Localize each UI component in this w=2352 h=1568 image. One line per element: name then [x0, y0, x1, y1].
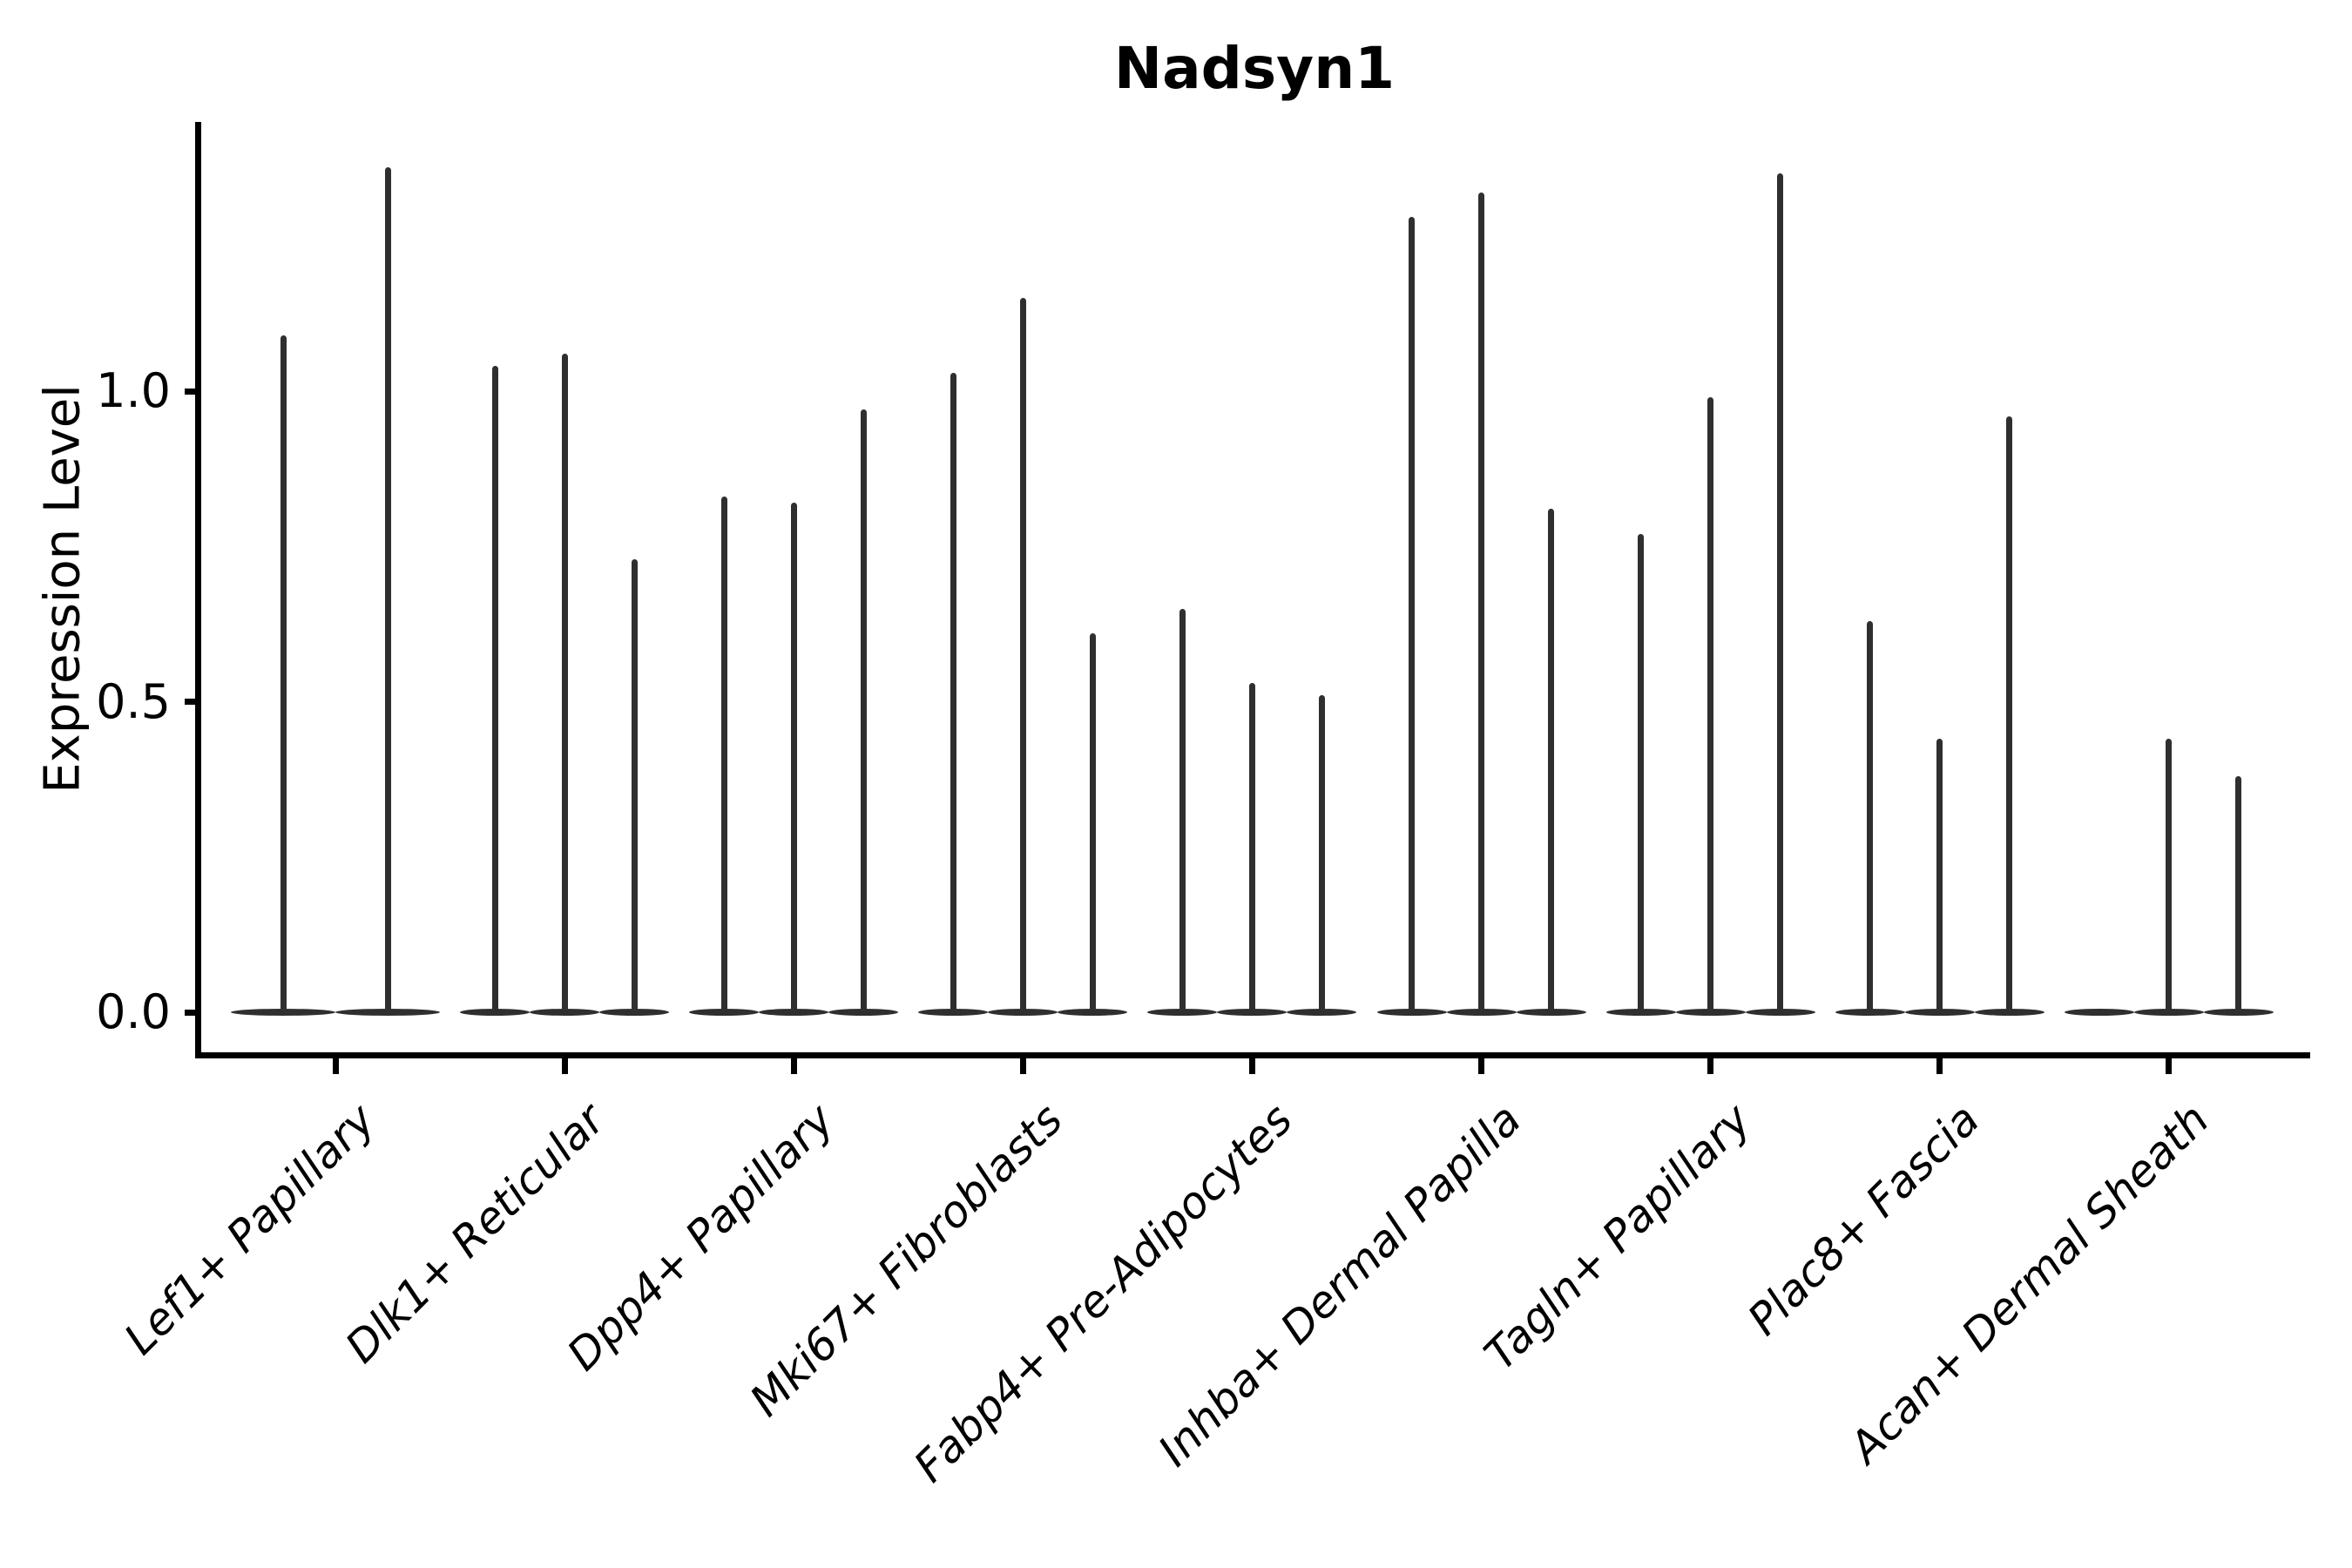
violin-base	[231, 1009, 335, 1016]
violin-spike	[860, 409, 867, 1012]
violin-base	[460, 1009, 531, 1016]
violin-base	[599, 1009, 670, 1016]
violin-spike	[2235, 776, 2242, 1012]
violin-base	[1287, 1009, 1357, 1016]
x-tick-mark	[332, 1058, 339, 1074]
x-tick-mark	[790, 1058, 797, 1074]
violin-base	[1376, 1009, 1447, 1016]
violin-spike	[1638, 533, 1645, 1012]
violin-spike	[1478, 192, 1484, 1012]
violin-base	[1974, 1009, 2044, 1016]
violin-spike	[631, 558, 638, 1012]
x-tick-mark	[1707, 1058, 1714, 1074]
violin-base	[530, 1009, 600, 1016]
violin-spike	[1089, 633, 1096, 1012]
violin-spike	[2006, 416, 2013, 1012]
violin-spike	[1248, 683, 1255, 1012]
violin-base	[759, 1009, 829, 1016]
violin-base	[1605, 1009, 1676, 1016]
chart-title: Nadsyn1	[1113, 35, 1396, 102]
violin-spike	[1936, 739, 1943, 1012]
violin-spike	[1867, 620, 1874, 1012]
violin-spike	[280, 335, 287, 1012]
violin-base	[1147, 1009, 1218, 1016]
violin-spike	[1179, 608, 1186, 1012]
violin-spike	[384, 167, 391, 1012]
x-tick-mark	[2166, 1058, 2173, 1074]
violin-spike	[2166, 739, 2173, 1012]
violin-base	[335, 1009, 440, 1016]
y-tick-mark	[185, 699, 199, 705]
violin-spike	[1409, 217, 1415, 1012]
violin-spike	[491, 366, 498, 1012]
y-tick-label: 0.0	[96, 984, 171, 1039]
y-tick-mark	[185, 1009, 199, 1016]
violin-spike	[720, 497, 727, 1012]
violin-base	[689, 1009, 760, 1016]
x-axis-spine	[195, 1052, 2310, 1058]
x-tick-mark	[1478, 1058, 1484, 1074]
y-axis-spine	[195, 122, 201, 1058]
violin-base	[1516, 1009, 1586, 1016]
violin-base	[2203, 1009, 2274, 1016]
violin-base	[1835, 1009, 1905, 1016]
violin-base	[828, 1009, 899, 1016]
y-tick-label: 0.5	[96, 673, 171, 729]
violin-base	[1904, 1009, 1975, 1016]
violin-base	[1446, 1009, 1517, 1016]
violin-base	[1745, 1009, 1815, 1016]
violin-base	[2064, 1009, 2134, 1016]
violin-base	[1217, 1009, 1288, 1016]
y-tick-label: 1.0	[96, 363, 171, 418]
y-tick-mark	[185, 388, 199, 395]
violin-base	[1058, 1009, 1128, 1016]
violin-spike	[561, 354, 568, 1012]
violin-spike	[1548, 509, 1554, 1012]
violin-spike	[1707, 397, 1714, 1012]
violin-base	[988, 1009, 1058, 1016]
violin-spike	[1019, 298, 1026, 1012]
violin-spike	[790, 503, 797, 1012]
x-tick-mark	[1019, 1058, 1026, 1074]
violin-spike	[1777, 173, 1784, 1012]
x-tick-mark	[1248, 1058, 1255, 1074]
violin-base	[1675, 1009, 1746, 1016]
x-tick-mark	[1936, 1058, 1943, 1074]
x-tick-mark	[561, 1058, 568, 1074]
violin-base	[2133, 1009, 2204, 1016]
violin-base	[918, 1009, 989, 1016]
violin-spike	[1318, 695, 1325, 1012]
violin-spike	[950, 372, 956, 1012]
